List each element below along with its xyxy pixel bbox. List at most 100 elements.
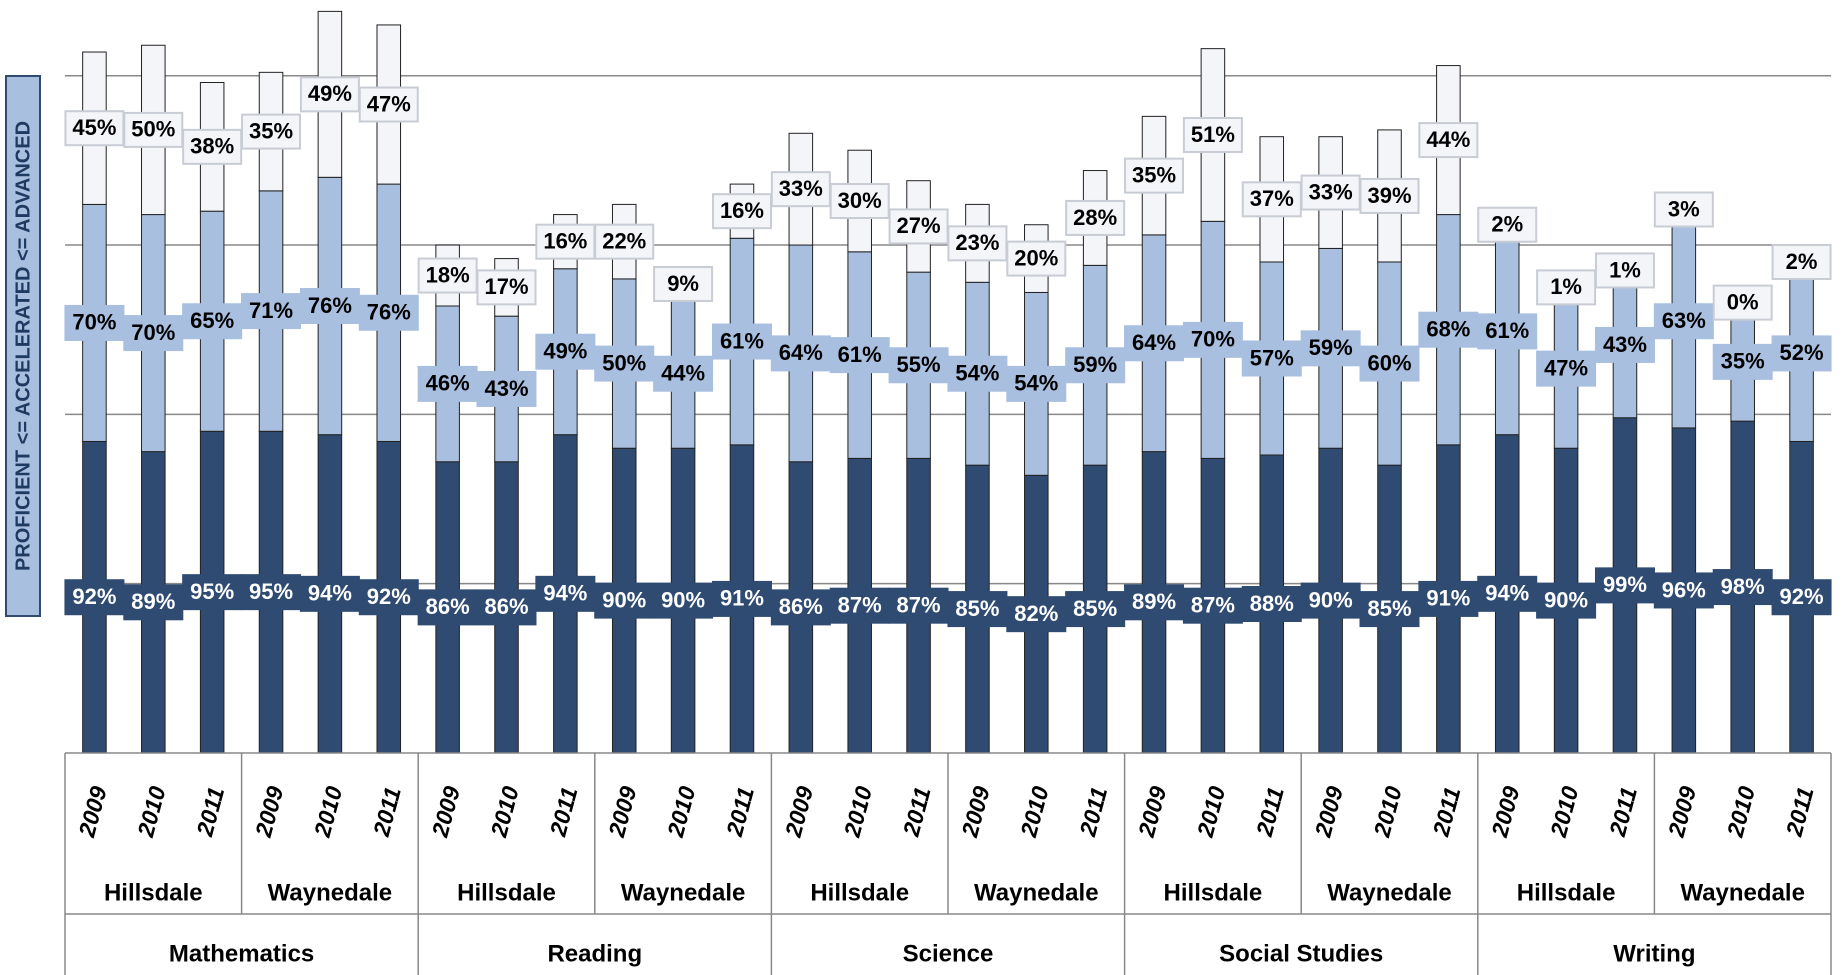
subject-label: Social Studies (1219, 940, 1383, 967)
value-label-box (653, 265, 714, 302)
value-label: 50% (602, 350, 646, 375)
value-label: 88% (1250, 591, 1294, 616)
value-label: 61% (720, 328, 764, 353)
x-tick-label: 2011 (721, 784, 759, 839)
value-label: 90% (1309, 587, 1353, 612)
value-label-box (535, 333, 596, 370)
group-label: Hillsdale (1164, 879, 1263, 906)
value-label: 63% (1662, 308, 1706, 333)
group-label: Hillsdale (1517, 879, 1616, 906)
value-label-box (711, 580, 772, 617)
group-label: Waynedale (1327, 879, 1452, 906)
value-label: 16% (543, 228, 587, 253)
value-label-box (1712, 343, 1773, 380)
value-label: 76% (367, 300, 411, 325)
value-label: 89% (131, 589, 175, 614)
value-label-box (417, 589, 478, 626)
value-label-box (241, 574, 302, 611)
value-label: 98% (1721, 574, 1765, 599)
value-label: 90% (1544, 587, 1588, 612)
value-label: 49% (543, 339, 587, 364)
value-label-box (1241, 586, 1302, 622)
value-label: 33% (1309, 179, 1353, 204)
value-label-box (829, 337, 890, 374)
x-tick-label: 2009 (250, 783, 289, 840)
value-label-box (947, 591, 1008, 628)
value-label-box (358, 579, 419, 616)
value-label: 49% (308, 81, 352, 106)
x-tick-label: 2011 (544, 784, 582, 839)
x-tick-label: 2010 (132, 783, 171, 840)
x-tick-label: 2009 (603, 783, 642, 840)
x-tick-label: 2010 (1368, 783, 1407, 840)
x-tick-label: 2009 (780, 783, 819, 840)
group-label: Waynedale (621, 879, 746, 906)
x-tick-label: 2011 (368, 784, 406, 839)
value-label-box (1418, 580, 1479, 617)
value-label: 2% (1786, 249, 1818, 274)
value-label: 64% (779, 340, 823, 365)
value-label: 96% (1662, 577, 1706, 602)
value-label: 87% (897, 593, 941, 618)
x-tick-label: 2011 (1780, 784, 1818, 839)
value-label: 46% (426, 371, 470, 396)
value-label-box (1006, 596, 1067, 633)
value-label-box (888, 587, 949, 624)
value-label-box (1477, 206, 1538, 243)
value-label: 70% (1191, 327, 1235, 352)
subject-label: Mathematics (169, 940, 314, 967)
value-label: 91% (1426, 586, 1470, 611)
value-label: 64% (1132, 330, 1176, 355)
value-label-box (1124, 157, 1185, 194)
value-label: 44% (1426, 127, 1470, 152)
value-label-box (476, 370, 537, 407)
value-label: 50% (131, 117, 175, 142)
group-label: Hillsdale (457, 879, 556, 906)
value-label: 86% (779, 594, 823, 619)
value-label: 92% (367, 584, 411, 609)
x-tick-label: 2010 (1545, 783, 1584, 840)
axis-title: PROFICIENT <= ACCELERATED <= ADVANCED (12, 121, 34, 571)
value-label-box (1594, 252, 1655, 289)
value-label-box (241, 293, 302, 330)
value-label-box (535, 223, 596, 260)
value-label-box (64, 304, 125, 341)
value-label: 44% (661, 361, 705, 386)
value-label-box (1536, 582, 1597, 619)
value-label-box (358, 294, 419, 331)
value-label-box (829, 183, 890, 220)
value-label: 52% (1780, 340, 1824, 365)
value-label: 87% (1191, 593, 1235, 618)
value-label-box (358, 86, 419, 123)
value-label-box (1124, 325, 1185, 362)
value-label: 2% (1491, 212, 1523, 237)
value-label: 68% (1426, 317, 1470, 342)
value-label: 35% (249, 118, 293, 143)
value-label: 45% (72, 115, 116, 140)
value-label-box (1006, 240, 1067, 277)
value-label: 94% (308, 581, 352, 606)
value-label: 90% (602, 587, 646, 612)
x-tick-label: 2009 (73, 783, 112, 840)
value-label-box (1300, 174, 1361, 211)
value-label: 27% (897, 213, 941, 238)
x-tick-label: 2009 (1486, 783, 1525, 840)
x-tick-label: 2010 (309, 783, 348, 840)
value-label: 28% (1073, 205, 1117, 230)
value-label-box (1477, 313, 1538, 350)
value-label-box (299, 76, 360, 113)
value-label: 85% (1073, 596, 1117, 621)
value-label: 86% (484, 594, 528, 619)
value-label: 76% (308, 293, 352, 318)
x-tick-label: 2010 (1192, 783, 1231, 840)
value-label-box (1182, 321, 1243, 358)
x-tick-label: 2010 (485, 783, 524, 840)
value-label-box (947, 355, 1008, 392)
value-label-box (417, 365, 478, 402)
value-label: 61% (1485, 318, 1529, 343)
value-label: 23% (955, 230, 999, 255)
value-label: 61% (838, 342, 882, 367)
value-label-box (123, 315, 184, 352)
x-tick-label: 2011 (191, 784, 229, 839)
value-label: 57% (1250, 345, 1294, 370)
